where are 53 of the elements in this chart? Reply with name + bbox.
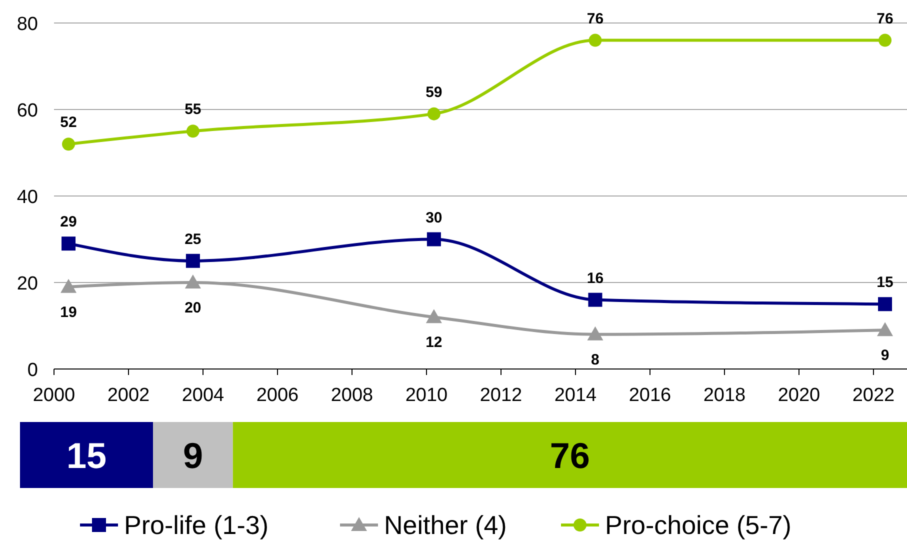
data-label: 29	[60, 214, 77, 231]
data-label: 76	[586, 10, 604, 28]
x-tick-label: 2016	[628, 385, 672, 406]
point	[587, 326, 604, 340]
x-tick-label: 2020	[778, 385, 820, 406]
point	[877, 322, 894, 336]
data-label: 76	[876, 10, 894, 28]
data-label: 30	[426, 209, 442, 226]
x-tick-label: 2014	[554, 385, 598, 406]
y-tick-label: 80	[16, 14, 38, 35]
data-label: 52	[60, 114, 77, 132]
data-label: 15	[876, 274, 894, 292]
data-label: 9	[182, 435, 203, 476]
point	[588, 292, 602, 307]
x-tick-label: 2010	[405, 385, 448, 406]
x-tick-label: 2002	[107, 385, 150, 406]
x-tick-label: 2006	[256, 385, 299, 406]
data-label: 19	[60, 304, 77, 321]
x-tick-label: 2012	[480, 385, 522, 406]
data-label: 16	[586, 270, 604, 287]
point	[62, 138, 76, 151]
x-tick-label: 2022	[852, 385, 895, 406]
legend-label: Neither (4)	[384, 510, 507, 540]
point	[62, 236, 76, 251]
data-label: 9	[880, 347, 890, 364]
x-tick-label: 2018	[703, 385, 746, 406]
point	[60, 278, 77, 293]
data-label: 76	[550, 435, 590, 476]
point	[186, 254, 200, 268]
data-label: 12	[426, 334, 442, 352]
y-tick-label: 20	[16, 274, 38, 294]
data-label: 15	[66, 435, 107, 476]
data-label: 55	[184, 101, 202, 118]
x-tick-label: 2004	[182, 385, 225, 406]
data-label: 25	[184, 230, 202, 248]
x-tick-label: 2000	[32, 385, 76, 406]
y-tick-label: 0	[27, 360, 38, 381]
data-label: 20	[184, 300, 202, 316]
point	[184, 274, 201, 288]
point	[186, 124, 200, 138]
legend-label: Pro-life (1-3)	[124, 510, 268, 540]
point	[427, 107, 440, 120]
legend-label: Pro-choice (5-7)	[605, 510, 792, 540]
data-label: 59	[426, 84, 442, 101]
point	[878, 34, 892, 47]
point	[878, 297, 892, 312]
y-tick-label: 40	[16, 187, 38, 208]
data-label: 8	[591, 351, 600, 368]
point	[588, 34, 602, 47]
point	[426, 232, 441, 246]
point	[426, 309, 442, 324]
y-tick-label: 60	[16, 100, 38, 122]
x-tick-label: 2008	[330, 385, 374, 406]
